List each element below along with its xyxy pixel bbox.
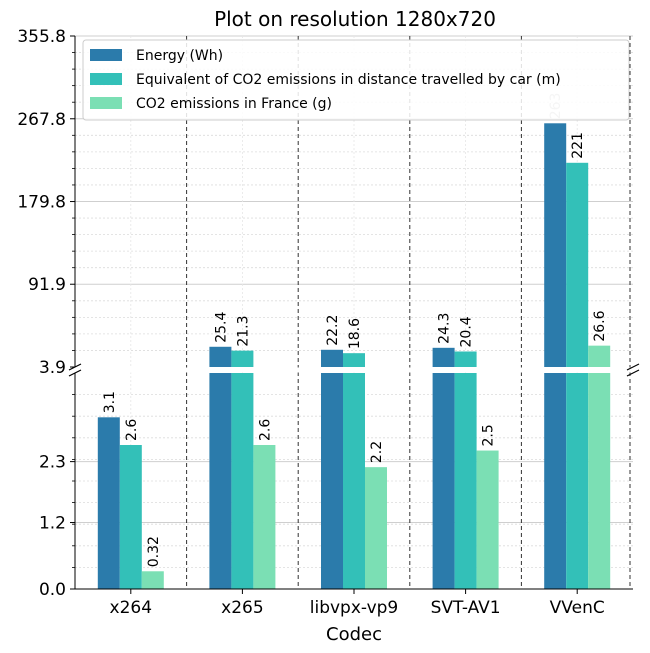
bar	[566, 373, 589, 589]
category-separators	[186, 36, 631, 589]
axis-break-mark	[626, 369, 640, 377]
y-tick-label: 1.2	[39, 514, 66, 534]
y-tick-label: 267.8	[17, 110, 66, 130]
x-tick-label: VVenC	[550, 598, 605, 618]
legend-swatch-co2-france	[90, 97, 122, 109]
legend-swatch-energy	[90, 49, 122, 61]
bar	[209, 373, 232, 589]
legend-swatch-car-distance	[90, 73, 122, 85]
bar	[588, 373, 611, 589]
bar	[97, 417, 120, 589]
bar-value-label: 24.3	[437, 313, 453, 344]
x-tick-label: x265	[221, 598, 264, 618]
bar-value-label: 2.6	[257, 419, 273, 441]
bar-value-label: 221	[570, 132, 586, 159]
y-tick-label: 2.3	[39, 453, 66, 473]
bar	[321, 349, 343, 367]
bar	[365, 467, 387, 589]
y-tick-label: 355.8	[17, 27, 66, 47]
bar	[454, 351, 477, 367]
x-tick-label: x264	[110, 598, 153, 618]
bar	[343, 353, 365, 367]
bar	[321, 373, 343, 589]
bar	[432, 347, 455, 367]
bar	[253, 445, 276, 589]
y-tick-label: 91.9	[28, 275, 66, 295]
axis-break-gap	[75, 367, 633, 373]
x-axis-label: Codec	[326, 624, 382, 645]
bar	[476, 450, 499, 589]
legend-label-co2-france: CO2 emissions in France (g)	[136, 96, 332, 112]
data-labels: 3.125.422.224.32632.621.318.620.42210.32…	[102, 93, 608, 568]
bar-value-label: 26.6	[592, 310, 608, 341]
axis-break-mark	[68, 369, 82, 377]
bar	[588, 345, 611, 367]
bar	[231, 373, 254, 589]
bar	[231, 350, 254, 367]
bar	[141, 571, 164, 589]
y-tick-label: 0.0	[39, 580, 66, 600]
legend-label-car-distance: Equivalent of CO2 emissions in distance …	[136, 72, 561, 88]
bar	[119, 445, 142, 589]
bar-value-label: 0.32	[146, 536, 162, 567]
bar	[566, 162, 589, 367]
axis-break-mark	[626, 363, 640, 371]
bar-value-label: 25.4	[213, 312, 229, 343]
x-tick-label: SVT-AV1	[431, 598, 501, 618]
x-tick-label: libvpx-vp9	[310, 598, 399, 618]
axes: 91.9 179.8 267.8 355.8 0.0 1.2 2.3 3.9 x264 x265 l…	[17, 27, 640, 618]
bar	[209, 346, 232, 367]
bar-value-label: 22.2	[325, 315, 341, 346]
legend-label-energy: Energy (Wh)	[136, 48, 223, 64]
bar	[544, 123, 567, 367]
bar	[544, 373, 567, 589]
legend-box	[82, 39, 630, 121]
bar-value-label: 2.6	[124, 419, 140, 441]
chart-title: Plot on resolution 1280x720	[214, 7, 496, 31]
bar	[432, 373, 455, 589]
bar-value-label: 20.4	[459, 316, 475, 347]
bar	[343, 373, 365, 589]
bar-value-label: 2.2	[369, 441, 385, 463]
bar	[454, 373, 477, 589]
bar-value-label: 18.6	[347, 318, 363, 349]
legend: Energy (Wh) Equivalent of CO2 emissions …	[82, 39, 630, 121]
y-tick-label: 3.9	[39, 358, 66, 378]
bars	[97, 123, 611, 589]
bar-value-label: 21.3	[235, 315, 251, 346]
bar-value-label: 2.5	[481, 424, 497, 446]
bar-value-label: 3.1	[102, 391, 118, 413]
y-tick-label: 179.8	[17, 193, 66, 213]
